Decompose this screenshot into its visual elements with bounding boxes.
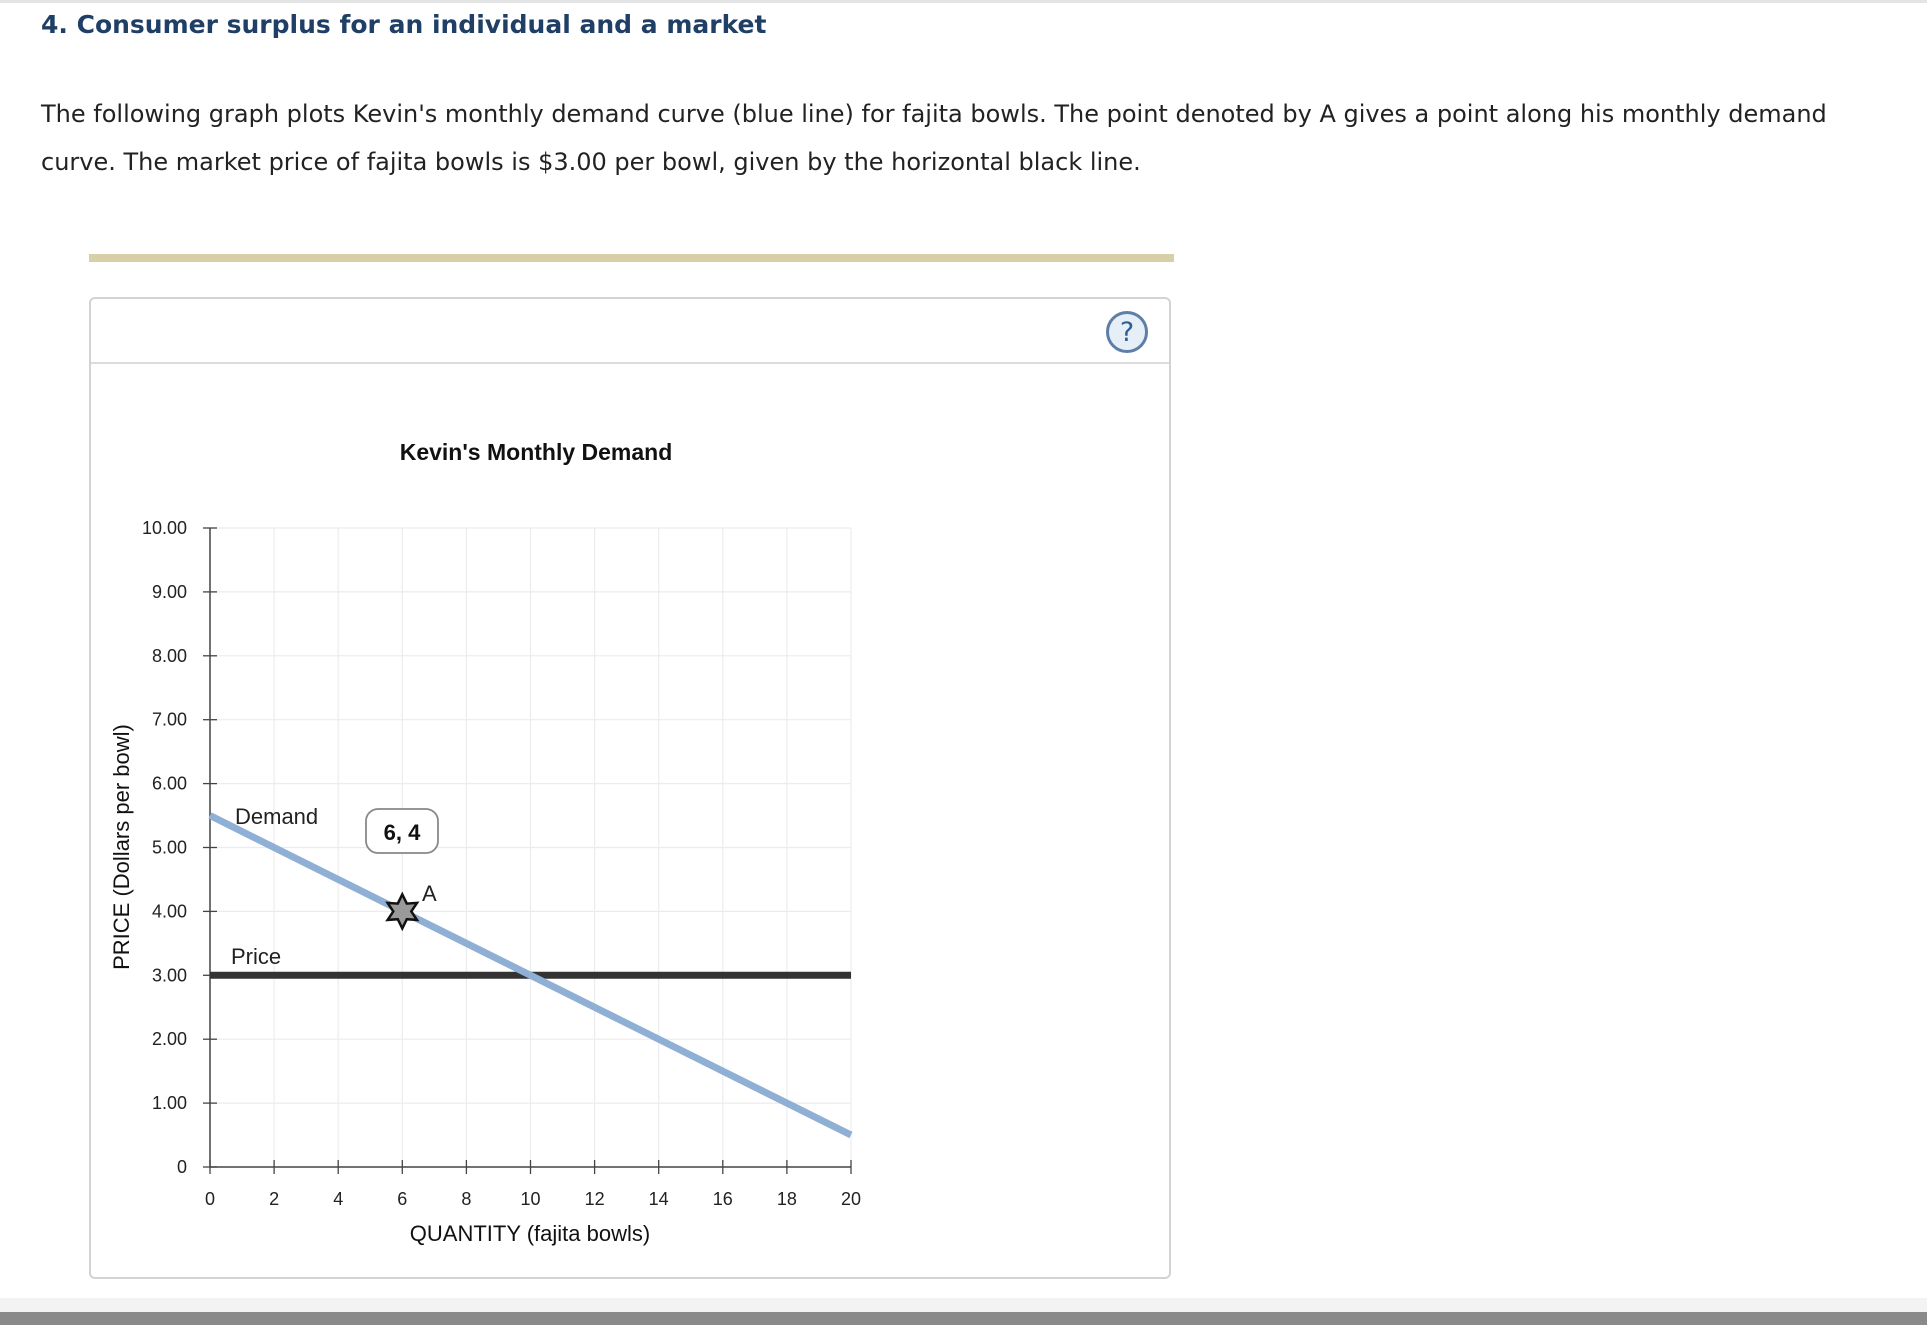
point-value-label: 6, 4	[384, 820, 421, 845]
x-tick-label: 6	[397, 1189, 407, 1209]
point-a-label: A	[422, 881, 437, 906]
chart-title: Kevin's Monthly Demand	[400, 439, 673, 465]
question-title: 4. Consumer surplus for an individual an…	[41, 10, 767, 39]
y-tick-label: 9.00	[152, 582, 187, 602]
top-border	[0, 0, 1927, 3]
demand-label: Demand	[235, 804, 318, 829]
y-tick-label: 1.00	[152, 1093, 187, 1113]
x-tick-label: 10	[520, 1189, 540, 1209]
x-tick-label: 12	[585, 1189, 605, 1209]
x-tick-label: 14	[649, 1189, 669, 1209]
x-tick-label: 4	[333, 1189, 343, 1209]
price-label: Price	[231, 944, 281, 969]
x-tick-label: 20	[841, 1189, 861, 1209]
point-a-marker	[385, 891, 420, 932]
y-tick-label: 4.00	[152, 901, 187, 921]
y-tick-label: 7.00	[152, 710, 187, 730]
y-tick-label: 0	[177, 1157, 187, 1177]
y-tick-label: 2.00	[152, 1029, 187, 1049]
help-question-icon[interactable]: ?	[1106, 311, 1148, 353]
question-intro: The following graph plots Kevin's monthl…	[41, 100, 1827, 176]
x-tick-label: 18	[777, 1189, 797, 1209]
x-tick-label: 8	[461, 1189, 471, 1209]
x-tick-label: 16	[713, 1189, 733, 1209]
x-tick-label: 0	[205, 1189, 215, 1209]
y-tick-label: 8.00	[152, 646, 187, 666]
bottom-scroll-bar	[0, 1298, 1927, 1325]
y-tick-label: 5.00	[152, 838, 187, 858]
demand-line	[208, 812, 853, 1139]
section-divider	[89, 254, 1174, 262]
point-value-box	[365, 808, 439, 854]
y-tick-label: 10.00	[142, 518, 187, 538]
y-axis-label: PRICE (Dollars per bowl)	[109, 724, 134, 970]
y-tick-label: 6.00	[152, 774, 187, 794]
y-tick-label: 3.00	[152, 965, 187, 985]
graph-panel: ?	[89, 297, 1171, 1279]
x-tick-label: 2	[269, 1189, 279, 1209]
panel-header-divider	[91, 362, 1169, 364]
x-axis-label: QUANTITY (fajita bowls)	[410, 1221, 650, 1246]
